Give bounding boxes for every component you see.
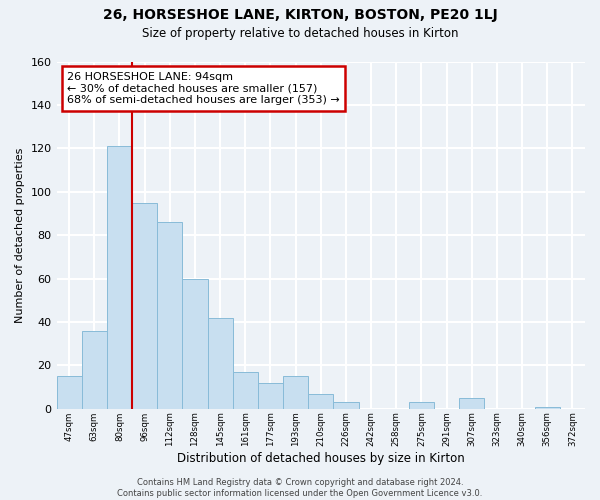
Text: Size of property relative to detached houses in Kirton: Size of property relative to detached ho… (142, 28, 458, 40)
Bar (283, 376, 308, 409)
Bar (459, 398, 484, 409)
Bar (157, 222, 182, 409)
Bar (233, 372, 258, 409)
Text: 26 HORSESHOE LANE: 94sqm
← 30% of detached houses are smaller (157)
68% of semi-: 26 HORSESHOE LANE: 94sqm ← 30% of detach… (67, 72, 340, 105)
Bar (258, 382, 283, 409)
Text: 26, HORSESHOE LANE, KIRTON, BOSTON, PE20 1LJ: 26, HORSESHOE LANE, KIRTON, BOSTON, PE20… (103, 8, 497, 22)
Text: Contains HM Land Registry data © Crown copyright and database right 2024.
Contai: Contains HM Land Registry data © Crown c… (118, 478, 482, 498)
Bar (308, 394, 334, 409)
Bar (409, 402, 434, 409)
Bar (132, 202, 157, 409)
Y-axis label: Number of detached properties: Number of detached properties (15, 148, 25, 323)
Bar (535, 406, 560, 409)
Bar (208, 318, 233, 409)
Bar (56, 376, 82, 409)
Bar (107, 146, 132, 409)
X-axis label: Distribution of detached houses by size in Kirton: Distribution of detached houses by size … (177, 452, 464, 465)
Bar (182, 278, 208, 409)
Bar (334, 402, 359, 409)
Bar (82, 330, 107, 409)
